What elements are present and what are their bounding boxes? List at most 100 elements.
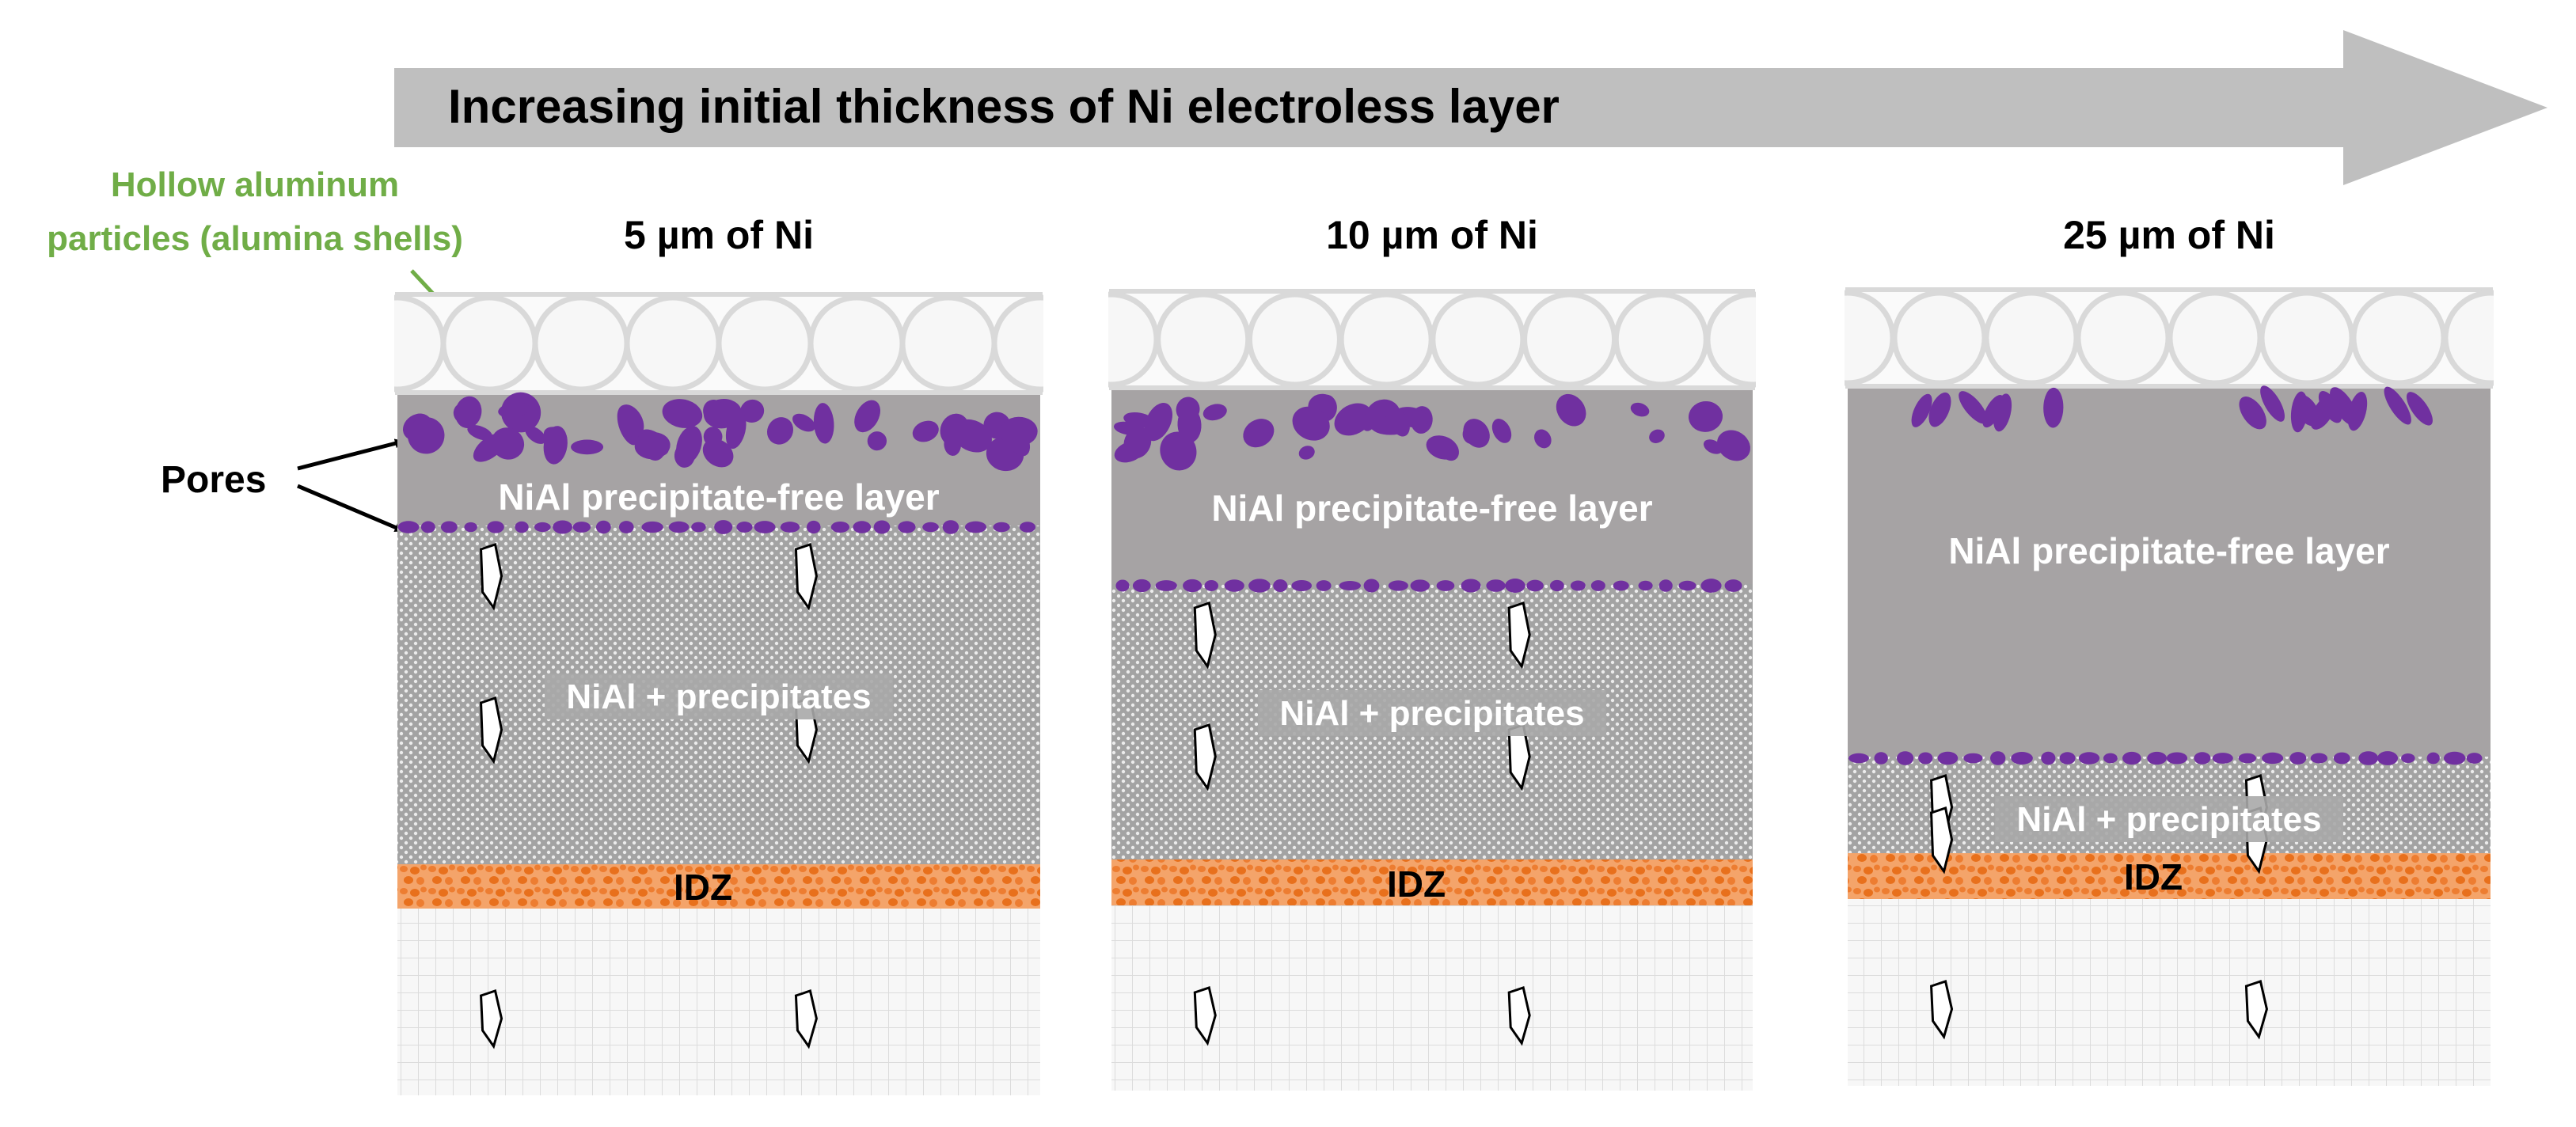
pore bbox=[1993, 393, 2012, 432]
pore bbox=[543, 426, 568, 465]
pore bbox=[2401, 753, 2415, 764]
alumina-shell bbox=[1845, 290, 1896, 386]
pore bbox=[515, 521, 529, 533]
alumina-shell bbox=[991, 294, 1043, 393]
pores-annotation: Pores bbox=[161, 438, 405, 533]
pore bbox=[1436, 580, 1455, 591]
pore bbox=[714, 520, 733, 534]
pore bbox=[1019, 522, 1036, 533]
pore bbox=[952, 419, 992, 453]
pore bbox=[1649, 429, 1665, 443]
alumina-shell bbox=[899, 294, 997, 393]
alumina-shell bbox=[1983, 290, 2080, 386]
panels-group: 5 µm of Ni NiAl precipitate-free layer NiA… bbox=[394, 213, 2494, 1095]
pore bbox=[1556, 393, 1586, 427]
pore bbox=[942, 520, 959, 534]
pore bbox=[1918, 752, 1933, 765]
pore bbox=[1848, 753, 1869, 764]
pores-boundary bbox=[397, 520, 1036, 534]
pore bbox=[1549, 579, 1564, 592]
alumina-shell bbox=[1613, 291, 1709, 388]
substrate-layer bbox=[397, 909, 1040, 1095]
pore bbox=[1963, 753, 1983, 764]
pore bbox=[2166, 752, 2188, 765]
pores-boundary bbox=[1115, 579, 1742, 593]
hollow-particles-annotation: Hollow aluminum particles (alumina shell… bbox=[47, 165, 477, 341]
precipitate-free-layer bbox=[1848, 386, 2491, 757]
pore bbox=[1132, 579, 1151, 593]
pore bbox=[1316, 580, 1332, 591]
alumina-shell bbox=[1246, 291, 1343, 388]
pore bbox=[1658, 579, 1673, 592]
pore bbox=[2443, 751, 2466, 765]
pore bbox=[1155, 580, 1177, 591]
inclusion-shard bbox=[480, 989, 503, 1049]
pore bbox=[1115, 579, 1130, 592]
pore bbox=[2078, 752, 2100, 765]
pore bbox=[1292, 406, 1330, 441]
alumina-shell bbox=[2259, 290, 2355, 386]
precipitate-free-label: NiAl precipitate-free layer bbox=[1211, 488, 1652, 529]
arrow-shape bbox=[394, 30, 2548, 185]
pore bbox=[641, 521, 663, 533]
alumina-shell bbox=[440, 294, 538, 393]
alumina-shell bbox=[2167, 290, 2263, 386]
pore bbox=[1990, 751, 2006, 765]
pore bbox=[1203, 404, 1227, 421]
pore bbox=[754, 521, 776, 533]
pore bbox=[618, 521, 634, 533]
alumina-shell bbox=[2350, 290, 2447, 386]
pore bbox=[1678, 580, 1696, 591]
pore bbox=[1224, 579, 1244, 592]
pore bbox=[993, 522, 1010, 533]
pore bbox=[702, 438, 734, 468]
pore bbox=[806, 520, 821, 534]
pore bbox=[2407, 392, 2433, 426]
pore bbox=[1937, 751, 1959, 765]
inclusion-shard bbox=[480, 696, 503, 765]
panel-title: 10 µm of Ni bbox=[1326, 213, 1538, 257]
increasing-thickness-arrow: Increasing initial thickness of Ni elect… bbox=[394, 30, 2548, 185]
pore bbox=[1897, 751, 1914, 765]
pore bbox=[1426, 435, 1458, 460]
pore bbox=[467, 425, 492, 441]
pore bbox=[397, 521, 420, 533]
pore bbox=[572, 522, 591, 533]
inclusion-shard bbox=[480, 543, 503, 611]
precipitate-free-label: NiAl precipitate-free layer bbox=[498, 476, 939, 518]
pore bbox=[1638, 580, 1653, 591]
pore bbox=[491, 427, 525, 460]
pore bbox=[2262, 752, 2284, 765]
alumina-shell bbox=[532, 294, 630, 393]
pores-top bbox=[1113, 393, 1750, 471]
pore bbox=[420, 521, 435, 533]
pore bbox=[873, 520, 891, 534]
pore bbox=[1688, 400, 1723, 432]
alumina-shell bbox=[624, 294, 722, 393]
alumina-shell bbox=[1704, 291, 1756, 388]
pore bbox=[1144, 403, 1173, 442]
inclusion-shard bbox=[1930, 980, 1954, 1040]
pore bbox=[1491, 419, 1512, 443]
hollow-particles-row bbox=[394, 292, 1043, 395]
pore bbox=[1505, 579, 1525, 593]
pore bbox=[676, 426, 702, 465]
hollow-particles-label-line1: Hollow aluminum bbox=[111, 165, 399, 204]
alumina-shell bbox=[1891, 290, 1988, 386]
pore bbox=[2043, 387, 2064, 428]
pore bbox=[1362, 412, 1397, 434]
panel-title: 25 µm of Ni bbox=[2063, 213, 2275, 257]
pore bbox=[1461, 579, 1481, 593]
pore bbox=[534, 522, 551, 533]
substrate-layer bbox=[1111, 905, 1753, 1091]
idz-label: IDZ bbox=[2124, 856, 2183, 897]
pore bbox=[1243, 419, 1275, 448]
pore bbox=[1123, 412, 1155, 428]
pore bbox=[1570, 580, 1586, 591]
pore bbox=[867, 431, 887, 451]
pore bbox=[2103, 753, 2118, 764]
pore bbox=[792, 413, 815, 432]
alumina-shell bbox=[2442, 290, 2494, 386]
alumina-shell bbox=[394, 294, 446, 393]
pore bbox=[1534, 429, 1552, 449]
